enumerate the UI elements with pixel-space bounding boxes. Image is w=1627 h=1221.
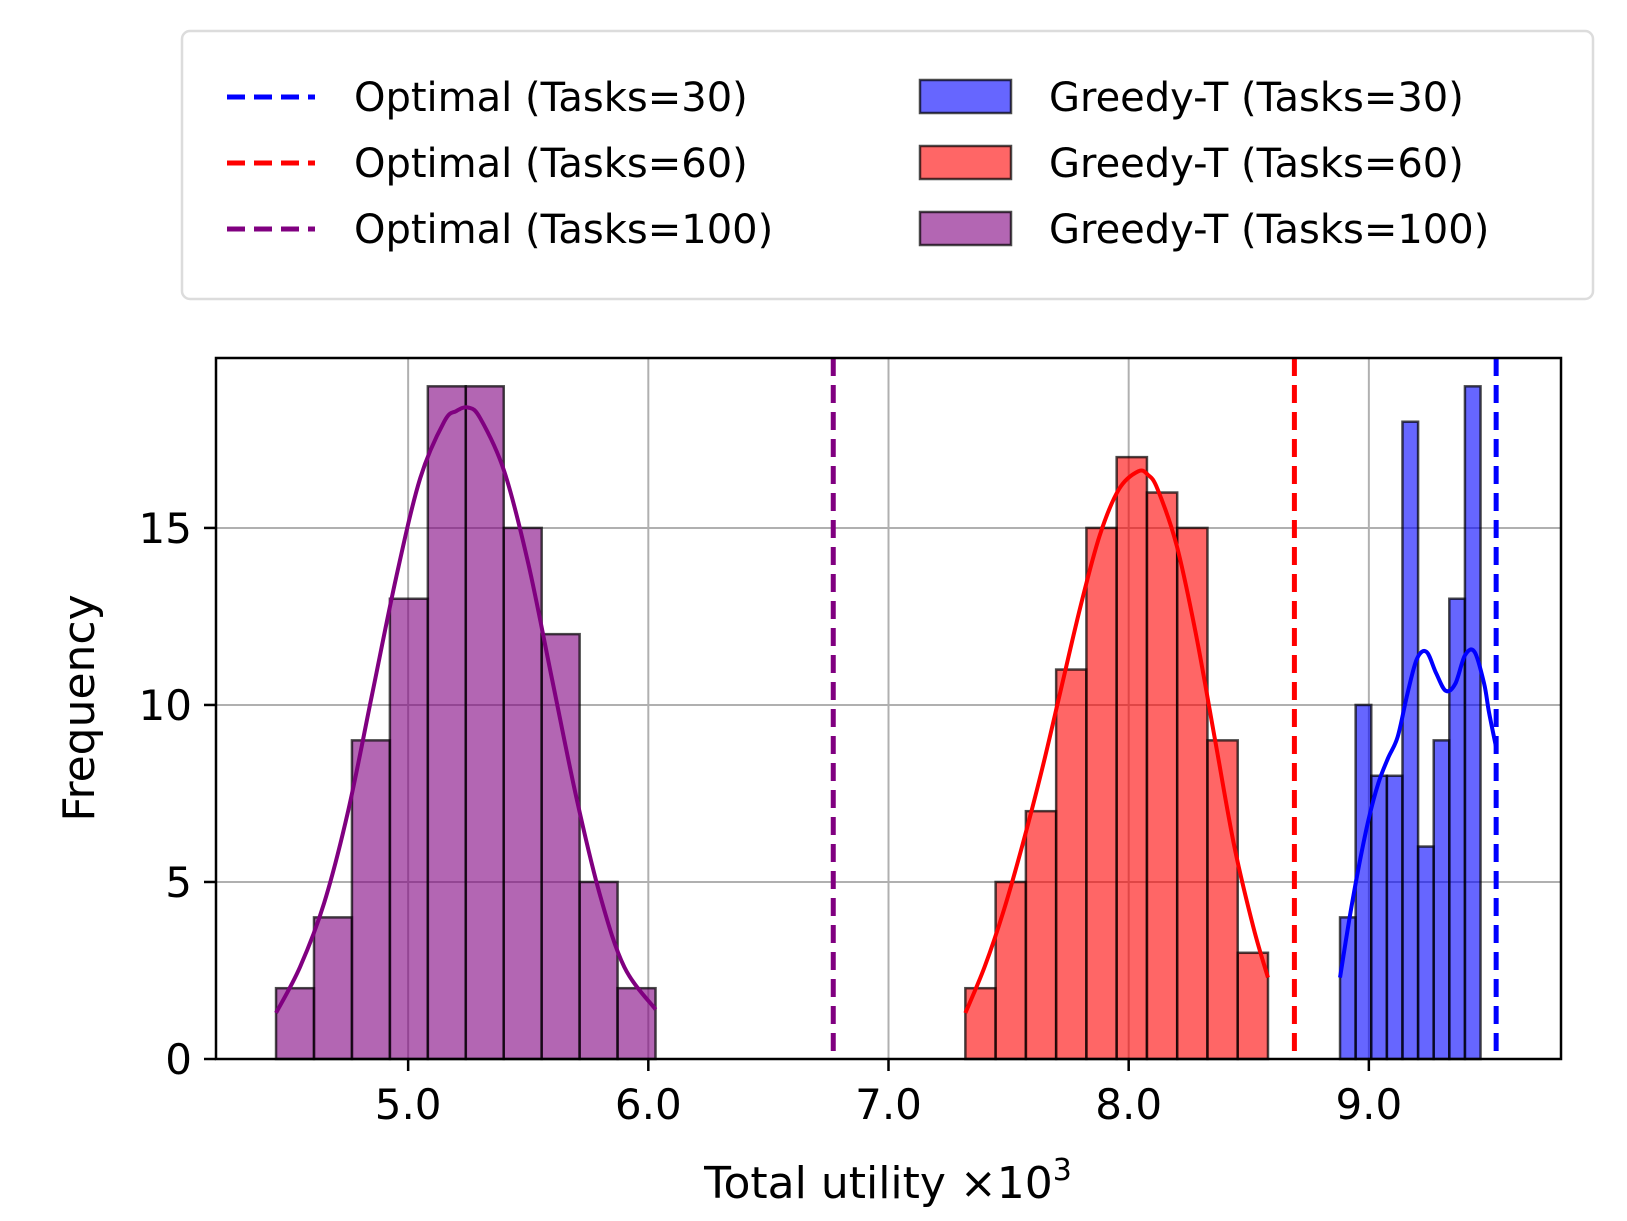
x-tick-label-4: 9.0 — [1335, 1080, 1402, 1129]
bar-series-0-bin-4 — [1401, 420, 1420, 1061]
legend-label-greedy-30: Greedy-T (Tasks=30) — [1049, 75, 1464, 121]
kde-curve-series-1 — [963, 468, 1270, 1014]
x-axis-label-exponent: 3 — [1053, 1153, 1072, 1188]
y-axis-label: Frequency — [54, 594, 105, 821]
bar-series-2-bin-8 — [578, 880, 619, 1061]
legend-swatch-greedy-100 — [918, 210, 1013, 247]
x-axis-ticks: 5.0 6.0 7.0 8.0 9.0 — [375, 1059, 1402, 1129]
legend-swatch-greedy-60 — [918, 144, 1013, 181]
bar-series-1-bin-6 — [1145, 491, 1179, 1061]
bar-series-2-bin-2 — [350, 739, 392, 1061]
legend-frame — [180, 29, 1595, 301]
bar-series-1-bin-5 — [1115, 455, 1149, 1061]
legend: Optimal (Tasks=30) Optimal (Tasks=60) Op… — [180, 29, 1595, 301]
bar-series-1-bin-3 — [1054, 668, 1088, 1061]
bar-series-2-bin-1 — [312, 916, 354, 1061]
bar-series-0-bin-6 — [1432, 739, 1451, 1061]
y-axis-ticks: 0 5 10 15 — [139, 504, 216, 1084]
legend-label-greedy-60: Greedy-T (Tasks=60) — [1049, 141, 1464, 187]
legend-label-optimal-100: Optimal (Tasks=100) — [354, 207, 773, 253]
y-tick-label-1: 5 — [165, 858, 192, 907]
x-tick-label-3: 8.0 — [1095, 1080, 1162, 1129]
y-tick-label-3: 15 — [139, 504, 192, 553]
bar-series-2-bin-7 — [540, 632, 581, 1061]
x-axis-label: Total utility ×103 — [703, 1153, 1072, 1209]
bar-series-1-bin-4 — [1085, 526, 1118, 1061]
bar-series-0-bin-5 — [1416, 845, 1435, 1061]
bar-series-1-bin-1 — [994, 880, 1028, 1061]
x-axis-label-text: Total utility ×10 — [703, 1158, 1053, 1209]
histogram-bars — [274, 385, 1482, 1061]
legend-swatch-greedy-30 — [918, 78, 1013, 115]
kde-curve-series-2 — [274, 405, 658, 1014]
optimal-lines — [830, 358, 1499, 1059]
bar-series-0-bin-3 — [1385, 774, 1404, 1061]
legend-label-optimal-60: Optimal (Tasks=60) — [354, 141, 748, 187]
bar-series-0-bin-8 — [1463, 385, 1482, 1061]
x-tick-label-0: 5.0 — [375, 1080, 442, 1129]
bar-series-0-bin-1 — [1354, 703, 1373, 1061]
bar-series-2-bin-5 — [464, 385, 505, 1061]
y-tick-label-0: 0 — [165, 1035, 192, 1084]
x-tick-label-2: 7.0 — [855, 1080, 922, 1129]
legend-label-optimal-30: Optimal (Tasks=30) — [354, 75, 748, 121]
y-tick-label-2: 10 — [139, 681, 192, 730]
bar-series-2-bin-3 — [388, 597, 430, 1061]
bar-series-0-bin-2 — [1370, 774, 1389, 1061]
bar-series-1-bin-2 — [1024, 809, 1058, 1061]
bar-series-2-bin-9 — [616, 986, 657, 1061]
kde-curves — [274, 405, 1499, 1014]
x-tick-label-1: 6.0 — [615, 1080, 682, 1129]
bar-series-2-bin-4 — [426, 385, 468, 1061]
kde-curve-series-0 — [1338, 647, 1499, 978]
legend-label-greedy-100: Greedy-T (Tasks=100) — [1049, 207, 1489, 253]
